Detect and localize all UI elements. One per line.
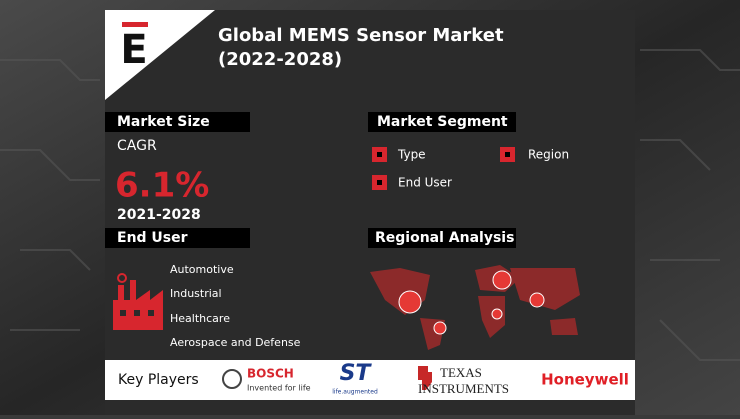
segment: Region [528, 148, 569, 162]
marker [491, 308, 503, 320]
heading-box [368, 112, 516, 132]
segment-list: Type Region End User [372, 147, 569, 190]
heading-box [105, 112, 250, 132]
window [134, 310, 140, 316]
marker [433, 321, 447, 335]
logo-bar [122, 22, 148, 27]
metric: CAGR [117, 138, 157, 154]
chimney [118, 285, 124, 300]
company: ST [340, 361, 373, 386]
heading-box [105, 228, 250, 248]
factory-icon [113, 273, 163, 330]
company: Honeywell [541, 371, 629, 389]
panel [105, 10, 635, 415]
logo-badge [105, 10, 215, 100]
marker [529, 292, 545, 308]
period: 2021-2028 [117, 207, 201, 223]
players-strip [105, 360, 635, 400]
end-user: Aerospace and Defense [170, 336, 301, 349]
ti-emblem [418, 366, 432, 390]
marker [398, 290, 422, 314]
segment: End User [398, 176, 452, 190]
heading: End User [117, 230, 188, 246]
segment: Type [397, 148, 426, 162]
window [148, 310, 154, 316]
end-user: Industrial [170, 287, 222, 300]
heading-box [368, 228, 516, 248]
tagline: life.augmented [332, 389, 378, 396]
tagline: INSTRUMENTS [418, 381, 509, 396]
company: BOSCH [247, 367, 294, 381]
circuit-pattern [0, 49, 740, 361]
bullet-core [377, 180, 382, 185]
tagline: Invented for life [247, 384, 311, 393]
marker [492, 270, 512, 290]
end-user: Automotive [170, 263, 234, 276]
company: TEXAS [440, 365, 482, 380]
heading: Key Players [118, 372, 199, 388]
logo: E [120, 27, 147, 73]
heading: Market Segment [377, 114, 508, 130]
smoke [117, 273, 127, 283]
title: (2022-2028) [218, 49, 342, 70]
roof [136, 290, 163, 300]
oceania [550, 318, 578, 335]
heading: Regional Analysis [375, 230, 514, 246]
title: Global MEMS Sensor Market [218, 25, 504, 46]
window [120, 310, 126, 316]
heading: Market Size [117, 114, 210, 130]
chimney [130, 280, 136, 300]
region-markers [398, 270, 545, 335]
end-user: Healthcare [170, 312, 230, 325]
bosch-emblem [222, 369, 242, 389]
africa [478, 296, 505, 338]
bullet-core [377, 152, 382, 157]
bullet-core [505, 152, 510, 157]
asia [510, 268, 580, 310]
cagr-value: 6.1% [115, 166, 209, 206]
